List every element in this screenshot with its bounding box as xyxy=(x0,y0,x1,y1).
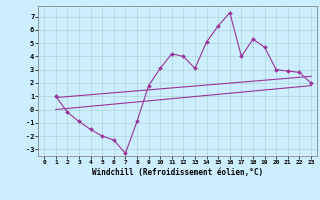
X-axis label: Windchill (Refroidissement éolien,°C): Windchill (Refroidissement éolien,°C) xyxy=(92,168,263,177)
